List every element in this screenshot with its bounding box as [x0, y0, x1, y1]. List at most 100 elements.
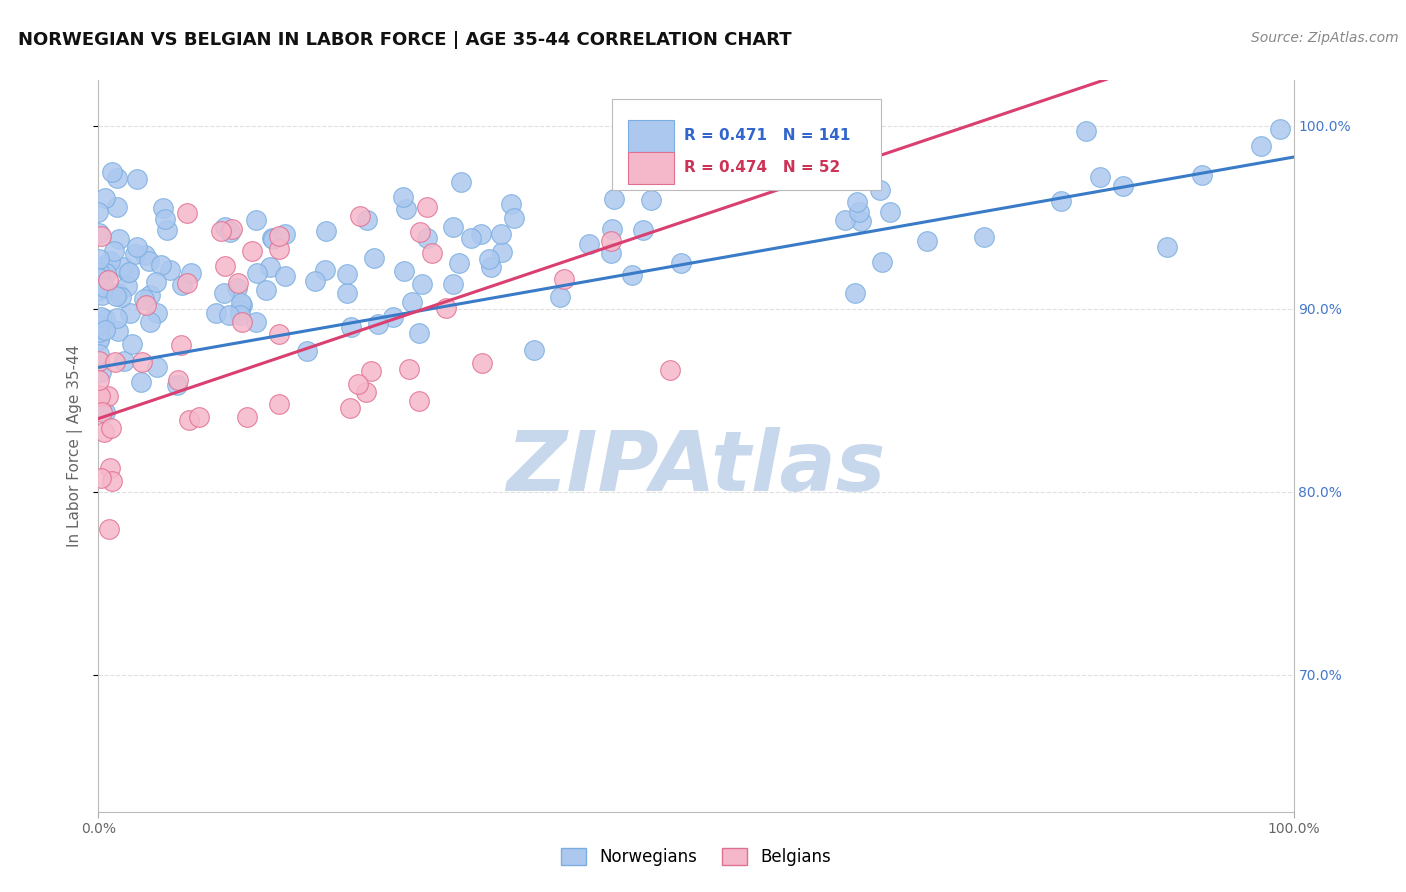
Text: R = 0.471   N = 141: R = 0.471 N = 141	[685, 128, 851, 144]
Point	[1268, 121, 1291, 136]
Point	[135, 298, 157, 312]
Point	[214, 260, 236, 274]
Point	[267, 242, 290, 256]
Point	[849, 213, 872, 227]
Point	[107, 324, 129, 338]
Point	[349, 209, 371, 223]
Point	[354, 384, 377, 399]
Point	[87, 354, 110, 368]
Point	[139, 287, 162, 301]
Point	[89, 270, 111, 285]
Point	[90, 471, 112, 485]
Point	[634, 108, 657, 122]
Point	[267, 397, 290, 411]
Point	[87, 284, 110, 298]
Point	[176, 277, 198, 291]
Point	[973, 230, 995, 244]
Point	[98, 460, 121, 475]
Point	[96, 266, 118, 280]
Point	[315, 224, 337, 238]
Point	[155, 211, 177, 226]
Point	[170, 278, 193, 293]
Point	[101, 474, 124, 488]
Point	[340, 320, 363, 334]
Point	[94, 191, 117, 205]
Point	[503, 211, 526, 225]
Point	[111, 260, 134, 274]
Point	[1050, 194, 1073, 208]
Point	[87, 204, 110, 219]
Point	[460, 231, 482, 245]
Point	[97, 389, 120, 403]
Point	[314, 262, 336, 277]
Point	[408, 394, 430, 409]
FancyBboxPatch shape	[628, 120, 675, 152]
Point	[336, 285, 359, 300]
Point	[304, 274, 326, 288]
Point	[295, 344, 318, 359]
Point	[156, 223, 179, 237]
Point	[101, 165, 124, 179]
Point	[90, 228, 112, 243]
Point	[132, 292, 155, 306]
Point	[107, 286, 129, 301]
Point	[187, 410, 209, 425]
Point	[89, 347, 111, 361]
Point	[150, 259, 173, 273]
Point	[479, 260, 502, 274]
Text: Source: ZipAtlas.com: Source: ZipAtlas.com	[1251, 31, 1399, 45]
Point	[274, 269, 297, 284]
Point	[152, 201, 174, 215]
Point	[134, 247, 156, 261]
Point	[131, 354, 153, 368]
Point	[214, 286, 236, 301]
Point	[231, 298, 253, 312]
Point	[347, 376, 370, 391]
Point	[409, 225, 432, 239]
Point	[87, 266, 110, 280]
Point	[90, 365, 112, 379]
Point	[229, 296, 252, 310]
Point	[125, 172, 148, 186]
Point	[87, 252, 110, 267]
Point	[395, 202, 418, 216]
Point	[260, 231, 283, 245]
Point	[548, 290, 571, 304]
Point	[478, 252, 501, 266]
Point	[166, 377, 188, 392]
Point	[97, 273, 120, 287]
Point	[105, 170, 128, 185]
Point	[180, 266, 202, 280]
Point	[228, 303, 250, 318]
Point	[229, 308, 252, 322]
Point	[120, 306, 142, 320]
Text: R = 0.474   N = 52: R = 0.474 N = 52	[685, 161, 841, 176]
Y-axis label: In Labor Force | Age 35-44: In Labor Force | Age 35-44	[67, 345, 83, 547]
Point	[89, 389, 111, 403]
Point	[553, 272, 575, 286]
Point	[139, 314, 162, 328]
Point	[441, 219, 464, 234]
Point	[91, 288, 114, 302]
Point	[834, 212, 856, 227]
Point	[1112, 178, 1135, 193]
Point	[845, 195, 868, 210]
Point	[87, 265, 110, 279]
Point	[87, 271, 110, 285]
Point	[398, 362, 420, 376]
Point	[127, 240, 149, 254]
Point	[93, 280, 115, 294]
Point	[100, 253, 122, 268]
Point	[93, 323, 115, 337]
Point	[408, 326, 430, 341]
Point	[93, 311, 115, 326]
Point	[87, 333, 110, 347]
Point	[110, 290, 132, 304]
Point	[600, 245, 623, 260]
Point	[631, 223, 654, 237]
Point	[837, 161, 859, 175]
Point	[915, 235, 938, 249]
Point	[401, 295, 423, 310]
Point	[450, 175, 472, 189]
Point	[360, 364, 382, 378]
